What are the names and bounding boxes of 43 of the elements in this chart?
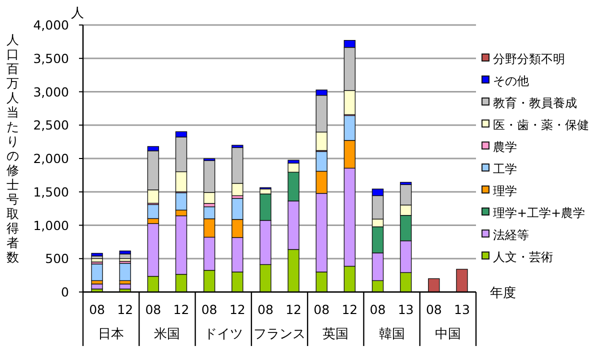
legend-label: 法経等 [493,228,529,242]
text: 年度 [490,285,516,301]
legend-label: 理学+工学+農学 [493,206,586,220]
x-tick-label: 12 [286,302,302,317]
text: フランス [254,327,306,342]
y-tick-label: 2,000 [33,151,70,166]
text: 人 [71,6,84,21]
legend-label: 人文・芸術 [493,250,553,264]
y-tick-label: 4,000 [33,18,70,32]
x-tick-label: 08 [258,302,274,317]
x-tick-label: 08 [314,302,330,317]
text: 人口百万人当たりの修士号取得者数 [6,32,20,264]
legend-label: 医・歯・薬・保健 [493,118,589,132]
y-tick-label: 2,500 [33,118,70,133]
legend-label: 農学 [493,140,517,154]
x-tick-label: 13 [454,302,470,317]
y-tick-label: 0 [61,284,70,300]
x-tick-label: 13 [398,302,414,317]
y-tick-label: 3,500 [33,50,70,66]
legend-label: 理学 [493,184,517,198]
text: 英国 [322,327,349,342]
x-tick-label: 12 [173,302,190,317]
x-tick-label: 08 [89,302,106,317]
text: ドイツ [204,327,243,342]
y-tick-label: 500 [45,251,70,266]
text: 中国 [434,327,461,342]
x-tick-label: 08 [201,302,218,317]
legend-label: 教育・教員養成 [493,96,577,110]
y-tick-label: 1,000 [33,218,70,233]
x-tick-label: 12 [229,302,246,317]
y-tick-label: 3,000 [33,84,70,100]
text: 韓国 [378,327,405,342]
x-tick-label: 08 [145,302,162,317]
text: 米国 [154,327,180,342]
legend-label: その他 [493,74,529,88]
y-tick-label: 1,500 [33,184,70,200]
text: 日本 [98,327,124,342]
legend-label: 分野分類不明 [493,52,565,66]
legend-label: 工学 [493,162,517,176]
x-tick-label: 08 [370,302,386,317]
x-tick-label: 08 [426,302,442,317]
x-tick-label: 12 [342,302,358,317]
x-tick-label: 12 [117,302,134,317]
